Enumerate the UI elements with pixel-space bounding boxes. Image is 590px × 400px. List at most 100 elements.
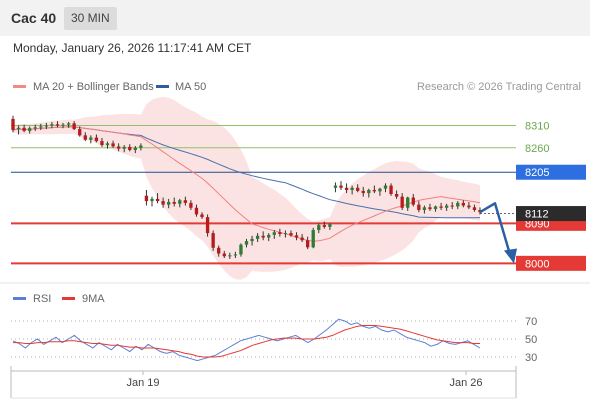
- candle: [100, 141, 104, 146]
- rsi-legend-label: RSI: [33, 293, 51, 305]
- level-label: 8310: [525, 121, 549, 133]
- rsi-line: [12, 318, 481, 362]
- rsi-ma-legend-swatch: [62, 297, 75, 300]
- candle: [367, 190, 371, 194]
- candle: [89, 137, 93, 140]
- candle: [105, 143, 110, 146]
- candle: [16, 127, 21, 130]
- candle: [283, 233, 288, 235]
- candle: [166, 202, 171, 205]
- candle: [239, 244, 243, 255]
- rsi-legend-swatch: [13, 297, 26, 300]
- rsi-axis-label: 70: [525, 316, 537, 328]
- candle: [305, 240, 310, 248]
- candle: [217, 247, 221, 254]
- ma50-legend-swatch: [156, 85, 169, 88]
- candle: [356, 187, 360, 191]
- x-tick-label: Jan 19: [126, 377, 159, 389]
- candle: [328, 224, 332, 227]
- candle: [72, 123, 76, 130]
- candle: [128, 146, 132, 150]
- candle: [66, 123, 71, 125]
- candle: [439, 206, 443, 208]
- candle: [233, 254, 238, 256]
- candle: [255, 235, 260, 239]
- symbol-title: Cac 40: [11, 10, 57, 26]
- level-price-box: [516, 164, 586, 180]
- candle: [122, 146, 126, 149]
- rsi-axis-label: 30: [525, 352, 537, 364]
- candle: [417, 204, 421, 210]
- candle: [133, 147, 137, 150]
- candle: [322, 225, 327, 227]
- candle: [111, 143, 115, 147]
- candle: [467, 205, 471, 208]
- candle: [311, 230, 315, 248]
- candle: [422, 207, 427, 210]
- candle: [456, 202, 460, 207]
- candle: [172, 202, 176, 204]
- candle: [222, 253, 226, 257]
- candle: [189, 202, 193, 208]
- candle: [461, 202, 465, 206]
- candle: [339, 185, 343, 188]
- candle: [155, 198, 160, 202]
- candle: [78, 129, 82, 136]
- timeframe-badge[interactable]: 30 MIN: [64, 7, 117, 30]
- candle: [411, 197, 415, 205]
- candle: [372, 190, 377, 192]
- level-label: 8205: [525, 167, 549, 179]
- datetime-label: Monday, January 26, 2026 11:17:41 AM CET: [13, 41, 252, 55]
- candle: [55, 124, 60, 126]
- candle: [205, 217, 210, 234]
- candle: [428, 207, 432, 210]
- candle: [11, 118, 15, 130]
- level-label: 8000: [525, 258, 549, 270]
- candle: [183, 200, 188, 203]
- candle: [433, 206, 438, 210]
- candle: [472, 207, 477, 210]
- candle: [83, 135, 87, 140]
- candle: [400, 196, 404, 208]
- copyright-text: Research © 2026 Trading Central: [417, 81, 581, 93]
- candle: [378, 188, 382, 192]
- x-tick-label: Jan 26: [449, 377, 482, 389]
- candle: [267, 234, 271, 238]
- candle: [61, 124, 65, 126]
- candle: [33, 127, 37, 129]
- candle: [344, 187, 349, 190]
- candle: [333, 185, 338, 188]
- candle: [150, 198, 154, 202]
- candle: [383, 185, 388, 189]
- candle: [278, 232, 282, 234]
- rsi-axis-label: 50: [525, 334, 537, 346]
- candle: [200, 214, 204, 218]
- candle: [116, 146, 121, 149]
- candle: [406, 197, 410, 208]
- current-price-box: [516, 206, 586, 222]
- candle: [28, 128, 32, 131]
- ma20-legend-label: MA 20 + Bollinger Bands: [33, 81, 154, 93]
- level-label: 8260: [525, 143, 549, 155]
- level-label: 8090: [525, 218, 549, 230]
- candle: [250, 238, 254, 242]
- candle: [289, 233, 293, 236]
- level-price-box: [516, 255, 586, 271]
- candle: [44, 125, 49, 127]
- candle: [94, 137, 99, 142]
- candle: [244, 241, 249, 245]
- candle: [161, 201, 165, 205]
- candle: [194, 207, 199, 215]
- candle: [211, 233, 215, 248]
- candle: [294, 235, 299, 238]
- candle: [300, 237, 304, 241]
- ma20-legend-swatch: [13, 85, 26, 88]
- forecast-arrow: [479, 202, 512, 255]
- candle: [22, 127, 26, 131]
- candle: [317, 225, 321, 230]
- candle: [394, 194, 399, 197]
- candle: [139, 145, 143, 148]
- candle: [272, 232, 276, 235]
- ma50-legend-label: MA 50: [175, 81, 206, 93]
